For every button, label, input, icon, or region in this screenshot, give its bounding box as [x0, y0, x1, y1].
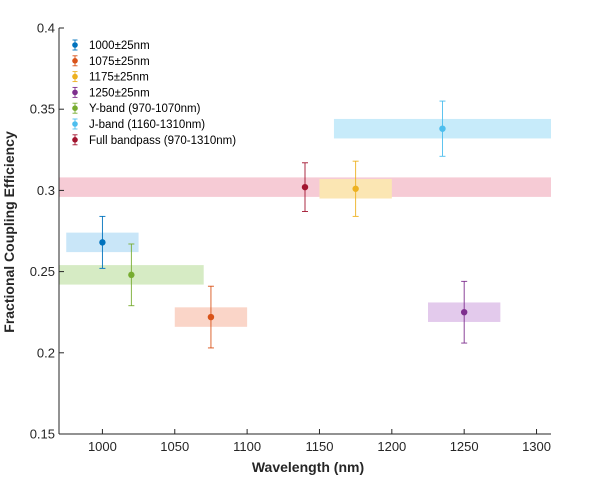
data-point-6 — [301, 162, 309, 212]
marker-0 — [99, 239, 106, 246]
x-tick-label-6: 1300 — [522, 439, 551, 454]
legend-entry-0: 1000±25nm — [72, 39, 150, 52]
y-tick-label-1: 0.2 — [37, 345, 55, 360]
legend-label-6: Full bandpass (970-1310nm) — [89, 135, 236, 147]
data-point-4 — [128, 243, 135, 307]
legend-marker-0 — [72, 42, 78, 48]
legend-entry-4: Y-band (970-1070nm) — [72, 102, 201, 115]
data-point-1 — [207, 285, 215, 349]
legend-entry-5: J-band (1160-1310nm) — [72, 118, 205, 131]
y-tick-label-0: 0.15 — [30, 427, 55, 442]
y-tick-label-3: 0.3 — [37, 183, 55, 198]
legend-label-1: 1075±25nm — [89, 56, 150, 68]
x-tick-label-5: 1250 — [450, 439, 479, 454]
data-point-2 — [352, 160, 359, 217]
marker-3 — [460, 309, 468, 316]
legend-marker-2 — [72, 73, 78, 80]
y-tick-label-2: 0.25 — [30, 264, 55, 279]
marker-6 — [301, 183, 309, 191]
data-point-3 — [460, 280, 468, 344]
legend-marker-5 — [72, 121, 78, 127]
marker-4 — [128, 271, 135, 279]
data-point-5 — [439, 100, 446, 157]
x-axis-label: Wavelength (nm) — [252, 459, 364, 475]
y-tick-label-4: 0.35 — [30, 102, 55, 117]
legend-marker-6 — [72, 137, 78, 143]
legend-label-3: 1250±25nm — [89, 87, 150, 99]
legend-entry-3: 1250±25nm — [72, 86, 150, 99]
legend-label-5: J-band (1160-1310nm) — [89, 119, 205, 131]
x-tick-label-4: 1200 — [377, 439, 406, 454]
data-points — [99, 100, 468, 349]
marker-1 — [207, 313, 215, 321]
x-tick-label-2: 1100 — [233, 439, 261, 454]
tick-labels: 1000 1050 1100 1150 1200 1250 1300 0.15 0.2 0.25 0… — [30, 21, 551, 455]
y-tick-label-5: 0.4 — [37, 21, 55, 36]
legend: 1000±25nm 1075±25nm 1175±25nm 1250±25nm Y-ba… — [72, 39, 236, 147]
data-point-0 — [99, 215, 106, 269]
legend-entry-2: 1175±25nm — [72, 71, 149, 84]
legend-label-2: 1175±25nm — [89, 72, 149, 84]
legend-label-4: Y-band (970-1070nm) — [89, 103, 201, 115]
legend-entry-6: Full bandpass (970-1310nm) — [72, 134, 236, 147]
marker-2 — [352, 185, 359, 192]
x-tick-label-0: 1000 — [88, 439, 117, 454]
x-tick-label-1: 1050 — [160, 439, 189, 454]
legend-marker-3 — [72, 89, 78, 96]
legend-marker-4 — [72, 105, 78, 111]
error-bands — [59, 118, 551, 327]
legend-label-0: 1000±25nm — [89, 40, 150, 52]
x-tick-label-3: 1150 — [305, 439, 333, 454]
marker-5 — [439, 125, 446, 132]
axes — [58, 27, 551, 435]
y-axis-label: Fractional Coupling Efficiency — [1, 131, 17, 333]
legend-marker-1 — [72, 58, 78, 64]
legend-entry-1: 1075±25nm — [72, 55, 150, 68]
